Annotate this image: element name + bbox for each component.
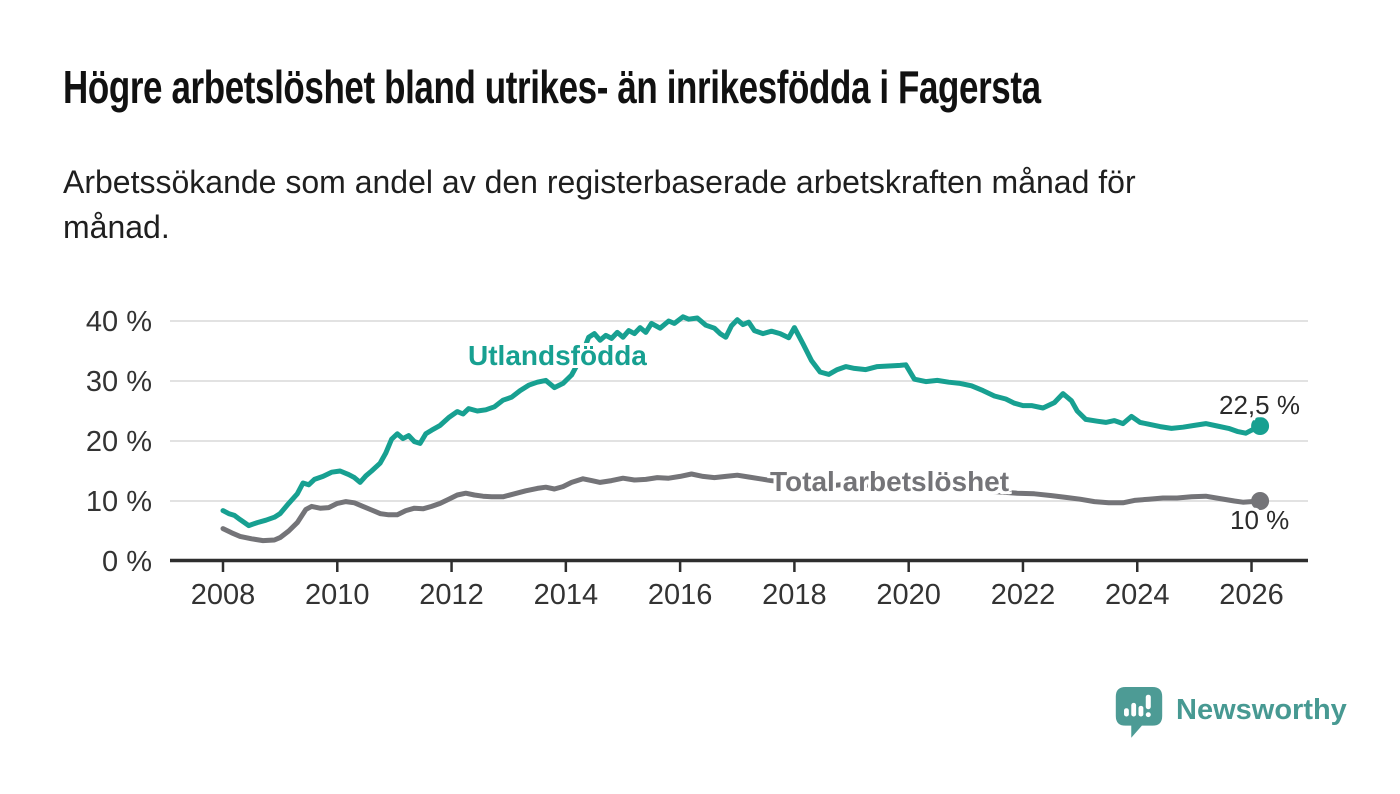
y-tick-label-10: 10 %	[86, 486, 152, 518]
y-tick-label-40: 40 %	[86, 306, 152, 338]
end-value-label-total: 10 %	[1230, 505, 1290, 535]
y-tick-label-30: 30 %	[86, 366, 152, 398]
x-tick-label-2010: 2010	[305, 579, 370, 611]
y-tick-label-20: 20 %	[86, 426, 152, 458]
y-tick-label-0: 0 %	[102, 546, 152, 578]
brand-footer: Newsworthy	[1114, 686, 1347, 744]
x-tick-label-2020: 2020	[876, 579, 941, 611]
series-line-utlandsf-dda	[220, 314, 1263, 529]
subtitle-line-1: Arbetssökande som andel av den registerb…	[63, 164, 1136, 200]
subtitle-line-2: månad.	[63, 209, 170, 245]
x-tick-label-2008: 2008	[191, 579, 256, 611]
series-end-dot-utlandsf-dda	[1251, 417, 1270, 435]
x-tick-label-2026: 2026	[1219, 579, 1284, 611]
chart-subtitle: Arbetssökande som andel av den registerb…	[63, 160, 1136, 250]
brand-name: Newsworthy	[1176, 694, 1347, 726]
series-label-utlandsfodda: Utlandsfödda	[468, 340, 647, 371]
series-end-dot-total-arbetsl-shet	[1251, 492, 1270, 510]
series-line-total-arbetsl-shet	[220, 471, 1263, 544]
series-label-total-arbetsloshet: Total arbetslöshet	[770, 466, 1010, 497]
x-tick-label-2012: 2012	[419, 579, 484, 611]
page-title: Högre arbetslöshet bland utrikes- än inr…	[63, 61, 1041, 113]
x-tick-label-2024: 2024	[1105, 579, 1170, 611]
end-value-label-utlandsfodda: 22,5 %	[1219, 390, 1300, 420]
x-tick-label-2018: 2018	[762, 579, 827, 611]
newsworthy-logo-icon	[1115, 686, 1163, 738]
x-tick-label-2022: 2022	[991, 579, 1056, 611]
x-tick-label-2014: 2014	[534, 579, 599, 611]
x-tick-label-2016: 2016	[648, 579, 713, 611]
